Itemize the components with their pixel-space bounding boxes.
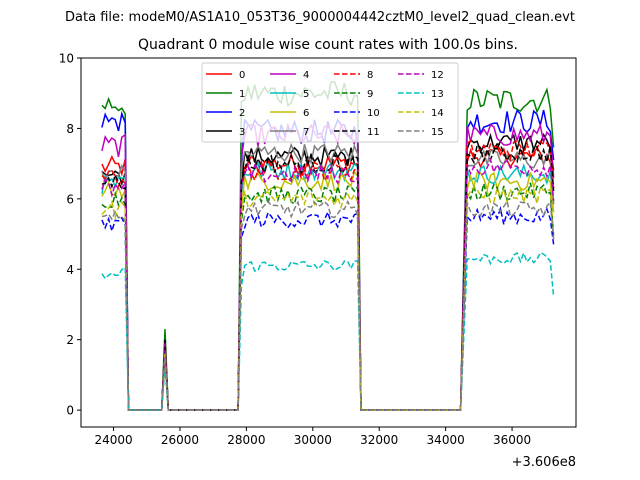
series-line-15 bbox=[101, 199, 555, 411]
legend-label: 2 bbox=[239, 108, 245, 119]
series-line-10 bbox=[101, 205, 555, 411]
legend-label: 1 bbox=[239, 89, 245, 100]
legend-box bbox=[201, 62, 459, 143]
series-line-9 bbox=[101, 182, 555, 411]
y-tick-label: 8 bbox=[66, 122, 74, 136]
y-axis: 0 2 4 6 8 10 bbox=[59, 52, 81, 418]
legend-label: 14 bbox=[431, 108, 444, 119]
legend-label: 5 bbox=[303, 89, 309, 100]
series-line-6 bbox=[101, 170, 555, 411]
x-tick-label: 24000 bbox=[94, 433, 132, 447]
series-line-8 bbox=[101, 139, 555, 411]
legend-label: 11 bbox=[367, 127, 380, 138]
legend-label: 13 bbox=[431, 89, 444, 100]
legend-label: 7 bbox=[303, 127, 309, 138]
chart-suptitle: Data file: modeM0/AS1A10_053T36_90000044… bbox=[65, 10, 575, 25]
legend-label: 4 bbox=[303, 70, 309, 81]
legend-label: 3 bbox=[239, 127, 245, 138]
plot-frame bbox=[80, 57, 577, 428]
x-tick-label: 26000 bbox=[161, 433, 199, 447]
y-tick-label: 10 bbox=[59, 52, 74, 66]
y-tick-label: 0 bbox=[66, 404, 74, 418]
chart-title: Quadrant 0 module wise count rates with … bbox=[138, 37, 518, 53]
x-tick-label: 34000 bbox=[427, 433, 465, 447]
x-axis: 24000 26000 28000 30000 32000 34000 36000 bbox=[94, 427, 531, 447]
y-tick-label: 2 bbox=[66, 333, 74, 347]
x-tick-label: 36000 bbox=[493, 433, 531, 447]
series-line-5 bbox=[101, 160, 555, 411]
legend-label: 9 bbox=[367, 89, 373, 100]
series-line-14 bbox=[101, 185, 555, 411]
y-tick-label: 6 bbox=[66, 192, 74, 206]
x-tick-label: 28000 bbox=[227, 433, 265, 447]
legend-label: 12 bbox=[431, 70, 444, 81]
legend-label: 0 bbox=[239, 70, 245, 81]
y-tick-label: 4 bbox=[66, 263, 74, 277]
legend-label: 8 bbox=[367, 70, 373, 81]
legend-label: 15 bbox=[431, 127, 444, 138]
x-tick-label: 32000 bbox=[360, 433, 398, 447]
x-tick-label: 30000 bbox=[294, 433, 332, 447]
x-offset-label: +3.606e8 bbox=[512, 455, 576, 470]
series-line-13 bbox=[101, 251, 555, 411]
legend-label: 6 bbox=[303, 108, 309, 119]
series-line-12 bbox=[101, 157, 555, 411]
legend-label: 10 bbox=[367, 108, 380, 119]
